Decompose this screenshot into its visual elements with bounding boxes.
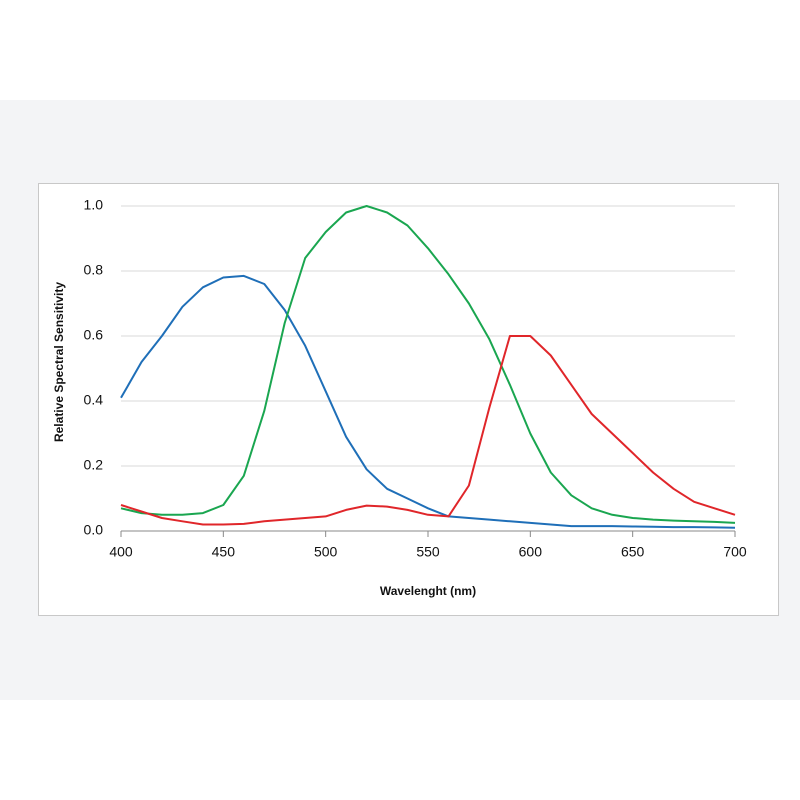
x-axis-title: Wavelenght (nm) [380, 584, 476, 598]
x-tick-label: 550 [416, 544, 440, 560]
x-tick-label: 500 [314, 544, 338, 560]
y-tick-label: 1.0 [84, 197, 104, 213]
series-line [120, 274, 736, 529]
y-tick-label: 0.0 [84, 522, 104, 538]
y-tick-label: 0.8 [84, 262, 104, 278]
y-tick-label: 0.2 [84, 457, 104, 473]
x-tick-label: 600 [519, 544, 543, 560]
y-axis-title: Relative Spectral Sensitivity [52, 282, 66, 442]
x-tick-label: 400 [109, 544, 133, 560]
series-line [120, 335, 736, 526]
y-tick-label: 0.6 [84, 327, 104, 343]
x-tick-label: 700 [723, 544, 747, 560]
y-tick-label: 0.4 [84, 392, 104, 408]
series-line [120, 205, 736, 524]
chart-frame [38, 183, 779, 616]
x-tick-label: 450 [212, 544, 236, 560]
x-tick-label: 650 [621, 544, 645, 560]
